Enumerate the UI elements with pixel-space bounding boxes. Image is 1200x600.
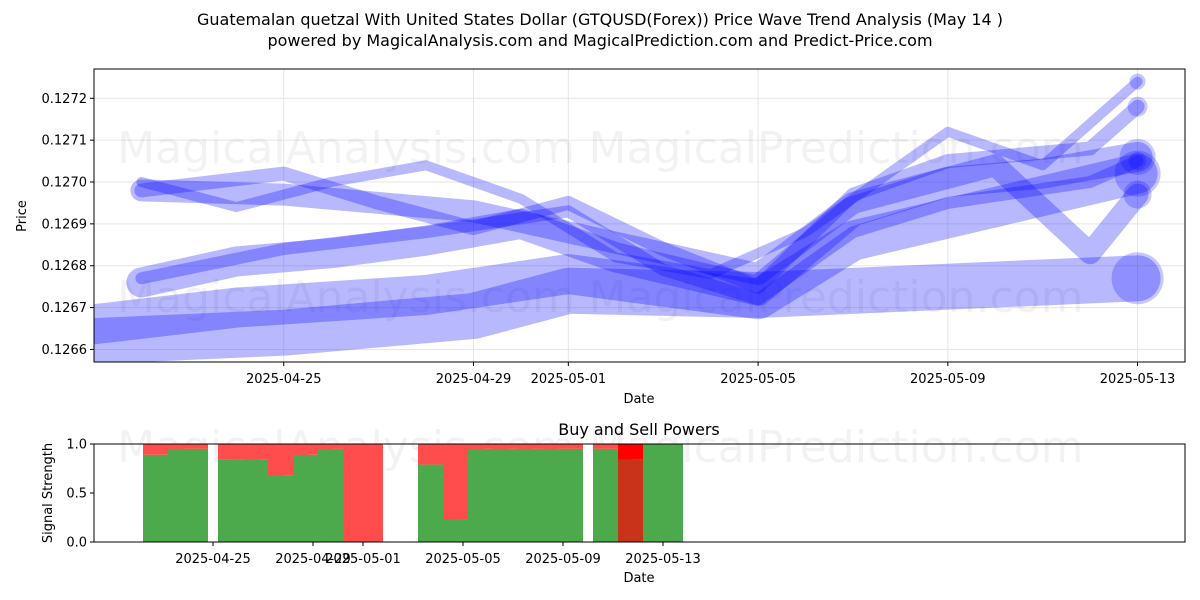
watermark-text: MagicalPrediction.com xyxy=(589,272,1084,323)
price-y-tick-label: 0.1272 xyxy=(42,92,88,107)
price-waves xyxy=(94,73,1164,362)
signal-x-tick-label: 2025-04-25 xyxy=(175,552,251,567)
price-wave-line xyxy=(94,255,1161,362)
signal-y-tick-label: 1.0 xyxy=(66,438,87,453)
sell-bar xyxy=(518,444,558,449)
sell-bar xyxy=(493,444,533,449)
price-wave-line xyxy=(130,154,1149,286)
watermark-text: MagicalAnalysis.com xyxy=(117,272,575,323)
signal-x-tick-label: 2025-05-09 xyxy=(525,552,601,567)
signal-x-tick-label: 2025-05-13 xyxy=(625,552,701,567)
price-wave-endpoint xyxy=(1123,180,1152,209)
signal-chart-title: Buy and Sell Powers xyxy=(558,420,720,439)
price-wave-line xyxy=(134,99,1145,294)
sell-bar xyxy=(143,444,183,455)
price-wave-line xyxy=(135,155,1144,306)
sell-bar xyxy=(168,444,208,449)
price-y-tick-label: 0.1266 xyxy=(42,343,88,358)
sell-bar xyxy=(593,444,633,449)
sell-bar xyxy=(293,444,333,455)
watermark-text: MagicalPrediction.com xyxy=(589,123,1084,174)
price-x-tick-label: 2025-05-01 xyxy=(531,372,607,387)
signal-x-tick-label: 2025-04-29 xyxy=(275,552,351,567)
signal-x-tick-label: 2025-05-01 xyxy=(325,552,401,567)
buy-bar xyxy=(168,448,208,542)
price-wave-line xyxy=(126,141,1153,306)
price-wave-endpoint xyxy=(1111,252,1164,305)
price-x-tick-label: 2025-05-09 xyxy=(910,372,986,387)
price-x-ticks: 2025-04-25 2025-04-29 2025-05-01 2025-05-05… xyxy=(246,362,1175,387)
signal-y-tick-label: 0.5 xyxy=(66,487,87,502)
watermark-text: MagicalAnalysis.com xyxy=(117,123,575,174)
buy-bar xyxy=(643,444,683,542)
price-wave-endpoint xyxy=(1128,152,1147,171)
price-y-tick-label: 0.1267 xyxy=(42,301,88,316)
sell-bar xyxy=(468,444,508,449)
price-x-tick-label: 2025-04-25 xyxy=(246,372,322,387)
signal-panel: Buy and Sell Powers MagicalAnalysis.comM… xyxy=(41,420,1186,586)
price-x-tick-label: 2025-05-13 xyxy=(1100,372,1176,387)
price-y-ticks: 0.1266 0.1267 0.1268 0.1269 0.1270 0.1271 0.12… xyxy=(42,92,94,358)
price-wave-endpoint xyxy=(1129,73,1146,90)
buy-bar xyxy=(543,448,583,542)
price-y-tick-label: 0.1269 xyxy=(42,217,88,232)
price-wave-endpoint xyxy=(1119,138,1156,175)
signal-y-axis-label: Signal Strength xyxy=(41,443,56,543)
price-y-tick-label: 0.1268 xyxy=(42,259,88,274)
sell-bar xyxy=(543,444,583,449)
price-wave-endpoint xyxy=(1114,150,1161,197)
signal-y-tick-label: 0.0 xyxy=(66,536,87,551)
price-x-axis-label: Date xyxy=(623,392,654,407)
price-y-tick-label: 0.1270 xyxy=(42,176,88,191)
price-grid xyxy=(94,69,1185,362)
price-wave-line xyxy=(136,76,1143,280)
price-y-axis-label: Price xyxy=(15,200,30,232)
signal-x-axis-label: Date xyxy=(623,571,654,586)
price-wave-endpoint xyxy=(1127,96,1148,117)
sell-bar xyxy=(318,444,358,449)
signal-bars xyxy=(143,444,683,542)
chart-title: Guatemalan quetzal With United States Do… xyxy=(197,10,1003,29)
sell-bar xyxy=(343,444,383,542)
price-y-tick-label: 0.1271 xyxy=(42,134,88,149)
chart-subtitle: powered by MagicalAnalysis.com and Magic… xyxy=(267,31,933,50)
price-plot-frame xyxy=(93,68,1186,363)
price-x-tick-label: 2025-05-05 xyxy=(720,372,796,387)
price-x-tick-label: 2025-04-29 xyxy=(436,372,512,387)
signal-x-tick-label: 2025-05-05 xyxy=(425,552,501,567)
signal-y-ticks: 0.0 0.5 1.0 xyxy=(66,438,94,551)
price-watermarks: MagicalAnalysis.com MagicalPrediction.com… xyxy=(117,123,1083,323)
price-wave-line xyxy=(94,153,1158,345)
price-panel: MagicalAnalysis.com MagicalPrediction.com… xyxy=(15,68,1186,407)
